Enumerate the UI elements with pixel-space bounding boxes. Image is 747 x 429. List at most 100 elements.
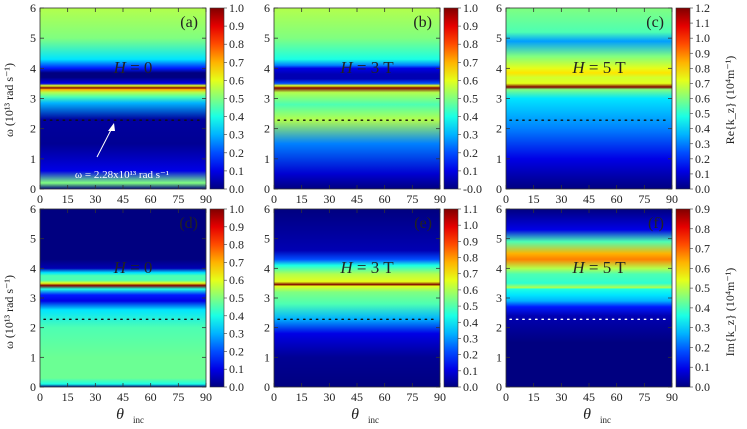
colorbar-tick-label: 0.4 (695, 301, 710, 315)
xtick-label: 0 (37, 192, 43, 206)
panel-label-c: (c) (646, 14, 664, 31)
colorbar-tick-label: 0.6 (695, 261, 710, 275)
xtick-label: 0 (503, 390, 509, 404)
colorbar-tick-label: 0.1 (229, 164, 244, 178)
xtick-label: 75 (172, 192, 184, 206)
annotation-arrow-head (108, 123, 115, 131)
xtick-label: 0 (271, 192, 277, 206)
xtick-label: 60 (145, 390, 157, 404)
field-label-e: H = 3 T (339, 258, 394, 277)
colorbar-tick-label: 1.1 (463, 202, 478, 216)
colorbar-tick-label: 0.5 (229, 291, 244, 305)
xtick-label: 75 (406, 192, 418, 206)
xtick-label: 45 (583, 390, 595, 404)
ytick-label: 2 (264, 122, 270, 136)
colorbar-tick-label: 0.4 (463, 110, 478, 124)
ytick-label: 3 (30, 291, 36, 305)
ytick-label: 5 (30, 232, 36, 246)
colorbar-tick-label: 0.0 (229, 182, 244, 196)
xtick-label: 45 (117, 192, 129, 206)
xlabel-c: θ inc (583, 406, 611, 425)
colorbar-tick-label: 0.5 (695, 107, 710, 121)
colorbar-tick-label: 0.9 (463, 234, 478, 248)
colorbar-tick-label: 0.7 (229, 255, 244, 269)
colorbar-tick-label: 0.7 (463, 55, 478, 69)
heatmap-d (40, 209, 206, 387)
ytick-label: 3 (30, 92, 36, 106)
ytick-label: 0 (264, 380, 270, 394)
ytick-label: 1 (496, 152, 502, 166)
ytick-label: 6 (264, 1, 270, 15)
xtick-label: 30 (323, 192, 335, 206)
colorbar-tick-label: 0.7 (229, 55, 244, 69)
xtick-label: 90 (666, 390, 678, 404)
colorbar-tick-label: 0.9 (229, 19, 244, 33)
xtick-label: 60 (611, 390, 623, 404)
ytick-label: 5 (496, 232, 502, 246)
colorbar-tick-label: 0.8 (463, 251, 478, 265)
colorbar-tick-label: 0.4 (229, 309, 244, 323)
ytick-label: 2 (496, 321, 502, 335)
ytick-label: 1 (30, 152, 36, 166)
panel-label-f: (f) (648, 215, 664, 232)
xtick-label: 30 (89, 192, 101, 206)
ytick-label: 6 (264, 202, 270, 216)
left-ylabel-top: ω (10¹³ rad s⁻¹) (2, 63, 16, 137)
ytick-label: 5 (264, 232, 270, 246)
field-label-d: H = 0 (113, 258, 153, 277)
colorbar-tick-label: 0.1 (229, 362, 244, 376)
svg-text:inc: inc (600, 415, 611, 425)
colorbar-tick-label: -0.0 (463, 182, 482, 196)
colorbar-tick-label: 0.7 (463, 267, 478, 281)
colorbar-a (209, 7, 225, 190)
xtick-label: 30 (89, 390, 101, 404)
xtick-label: 0 (37, 390, 43, 404)
colorbar-tick-label: 0.7 (695, 242, 710, 256)
annotation-text: ω = 2.28x10¹³ rad s⁻¹ (75, 169, 169, 181)
panel-label-b: (b) (413, 14, 432, 31)
colorbar-tick-label: 0.6 (463, 283, 478, 297)
colorbar-tick-label: 0.0 (695, 380, 710, 394)
xtick-label: 0 (503, 192, 509, 206)
colorbar-c (675, 7, 691, 190)
colorbar-tick-label: 0.3 (695, 321, 710, 335)
panel-label-e: (e) (414, 215, 432, 232)
ytick-label: 5 (30, 31, 36, 45)
xtick-label: 60 (611, 192, 623, 206)
colorbar-tick-label: 0.1 (463, 364, 478, 378)
svg-text:θ: θ (351, 406, 359, 423)
ytick-label: 4 (496, 261, 502, 275)
colorbar-tick-label: 0.3 (695, 137, 710, 151)
ytick-label: 2 (30, 321, 36, 335)
xtick-label: 90 (434, 192, 446, 206)
ytick-label: 1 (264, 350, 270, 364)
field-label-a: H = 0 (113, 58, 153, 77)
colorbar-tick-label: 0.2 (463, 146, 478, 160)
xtick-label: 30 (555, 192, 567, 206)
xtick-label: 45 (351, 390, 363, 404)
ytick-label: 4 (496, 61, 502, 75)
xtick-label: 75 (638, 192, 650, 206)
ytick-label: 4 (264, 261, 270, 275)
ytick-label: 1 (264, 152, 270, 166)
xtick-label: 60 (145, 192, 157, 206)
heatmap-c (506, 8, 672, 189)
colorbar-tick-label: 0.6 (229, 73, 244, 87)
colorbar-tick-label: 0.9 (695, 46, 710, 60)
ytick-label: 3 (496, 92, 502, 106)
heatmap-a (40, 8, 206, 189)
ytick-label: 4 (264, 61, 270, 75)
colorbar-tick-label: 0.6 (695, 92, 710, 106)
panel-label-a: (a) (180, 14, 198, 31)
ytick-label: 5 (264, 31, 270, 45)
xtick-label: 15 (528, 192, 540, 206)
xtick-label: 90 (434, 390, 446, 404)
svg-text:θ: θ (583, 406, 591, 423)
xtick-label: 45 (351, 192, 363, 206)
ytick-label: 3 (264, 291, 270, 305)
colorbar-tick-label: 0.8 (695, 222, 710, 236)
ytick-label: 6 (496, 202, 502, 216)
